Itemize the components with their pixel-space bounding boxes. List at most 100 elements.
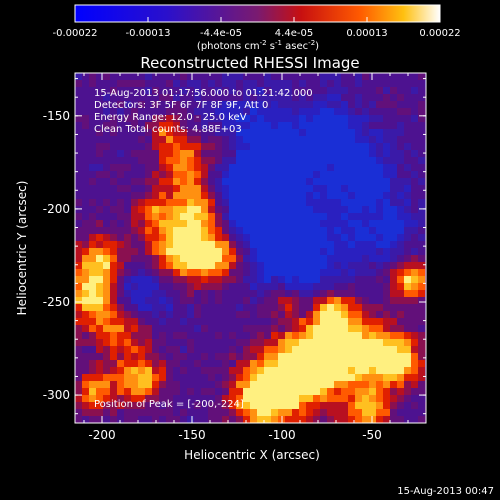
heatmap-cell xyxy=(180,325,187,332)
heatmap-cell xyxy=(411,269,418,276)
heatmap-cell xyxy=(89,290,96,297)
heatmap-cell xyxy=(159,164,166,171)
heatmap-cell xyxy=(96,122,103,129)
heatmap-cell xyxy=(292,409,299,416)
heatmap-cell xyxy=(348,206,355,213)
heatmap-cell xyxy=(334,255,341,262)
heatmap-cell xyxy=(292,73,299,80)
heatmap-cell xyxy=(173,199,180,206)
heatmap-cell xyxy=(236,241,243,248)
heatmap-cell xyxy=(348,395,355,402)
heatmap-cell xyxy=(299,332,306,339)
heatmap-cell xyxy=(82,101,89,108)
heatmap-cell xyxy=(75,199,82,206)
heatmap-cell xyxy=(369,409,376,416)
heatmap-cell xyxy=(187,374,194,381)
heatmap-cell xyxy=(334,297,341,304)
heatmap-cell xyxy=(299,185,306,192)
heatmap-cell xyxy=(180,94,187,101)
heatmap-cell xyxy=(187,101,194,108)
heatmap-cell xyxy=(222,115,229,122)
heatmap-cell xyxy=(243,318,250,325)
heatmap-cell xyxy=(173,262,180,269)
heatmap-cell xyxy=(82,325,89,332)
heatmap-cell xyxy=(215,255,222,262)
heatmap-cell xyxy=(103,213,110,220)
heatmap-cell xyxy=(75,311,82,318)
heatmap-cell xyxy=(222,213,229,220)
heatmap-cell xyxy=(187,73,194,80)
heatmap-cell xyxy=(376,171,383,178)
heatmap-cell xyxy=(159,402,166,409)
heatmap-cell xyxy=(404,241,411,248)
heatmap-cell xyxy=(411,318,418,325)
heatmap-cell xyxy=(229,234,236,241)
heatmap-cell xyxy=(187,87,194,94)
heatmap-cell xyxy=(215,360,222,367)
heatmap-cell xyxy=(138,213,145,220)
heatmap-cell xyxy=(131,297,138,304)
info-block: 15-Aug-2013 01:17:56.000 to 01:21:42.000… xyxy=(94,88,313,135)
heatmap-cell xyxy=(236,409,243,416)
heatmap-cell xyxy=(355,122,362,129)
heatmap-cell xyxy=(187,346,194,353)
info-line-time: 15-Aug-2013 01:17:56.000 to 01:21:42.000 xyxy=(94,88,313,99)
heatmap-cell xyxy=(376,192,383,199)
heatmap-cell xyxy=(299,87,306,94)
heatmap-cell xyxy=(96,304,103,311)
heatmap-cell xyxy=(103,353,110,360)
heatmap-cell xyxy=(355,80,362,87)
heatmap-cell xyxy=(187,409,194,416)
heatmap-cell xyxy=(383,255,390,262)
heatmap-cell xyxy=(159,304,166,311)
heatmap-cell xyxy=(383,101,390,108)
heatmap-cell xyxy=(257,80,264,87)
heatmap-cell xyxy=(208,157,215,164)
heatmap-cell xyxy=(222,150,229,157)
heatmap-cell xyxy=(390,108,397,115)
heatmap-cell xyxy=(313,171,320,178)
heatmap-cell xyxy=(236,227,243,234)
heatmap-cell xyxy=(82,395,89,402)
heatmap-cell xyxy=(138,395,145,402)
heatmap-cell xyxy=(327,157,334,164)
heatmap-cell xyxy=(187,213,194,220)
heatmap-cell xyxy=(208,346,215,353)
heatmap-cell xyxy=(292,290,299,297)
heatmap-cell xyxy=(194,80,201,87)
heatmap-cell xyxy=(82,241,89,248)
heatmap-cell xyxy=(341,150,348,157)
heatmap-cell xyxy=(271,206,278,213)
heatmap-cell xyxy=(96,262,103,269)
heatmap-cell xyxy=(278,206,285,213)
heatmap-cell xyxy=(110,150,117,157)
heatmap-cell xyxy=(124,290,131,297)
heatmap-cell xyxy=(327,283,334,290)
colorbar-tick-label: 0.00022 xyxy=(419,28,460,39)
heatmap-cell xyxy=(236,416,243,423)
heatmap-cell xyxy=(362,213,369,220)
heatmap-cell xyxy=(194,227,201,234)
heatmap-cell xyxy=(376,108,383,115)
heatmap-cell xyxy=(264,269,271,276)
heatmap-cell xyxy=(327,171,334,178)
heatmap-cell xyxy=(278,227,285,234)
heatmap-cell xyxy=(152,255,159,262)
heatmap-cell xyxy=(390,388,397,395)
heatmap-cell xyxy=(236,346,243,353)
heatmap-cell xyxy=(110,178,117,185)
heatmap-cell xyxy=(166,276,173,283)
heatmap-cell xyxy=(264,157,271,164)
heatmap-cell xyxy=(411,241,418,248)
heatmap-cell xyxy=(110,206,117,213)
heatmap-cell xyxy=(110,297,117,304)
heatmap-cell xyxy=(166,206,173,213)
heatmap-cell xyxy=(180,185,187,192)
heatmap-cell xyxy=(208,339,215,346)
heatmap-cell xyxy=(299,402,306,409)
heatmap-cell xyxy=(194,157,201,164)
heatmap-cell xyxy=(75,255,82,262)
heatmap-cell xyxy=(257,269,264,276)
heatmap-cell xyxy=(383,108,390,115)
heatmap-cell xyxy=(313,395,320,402)
